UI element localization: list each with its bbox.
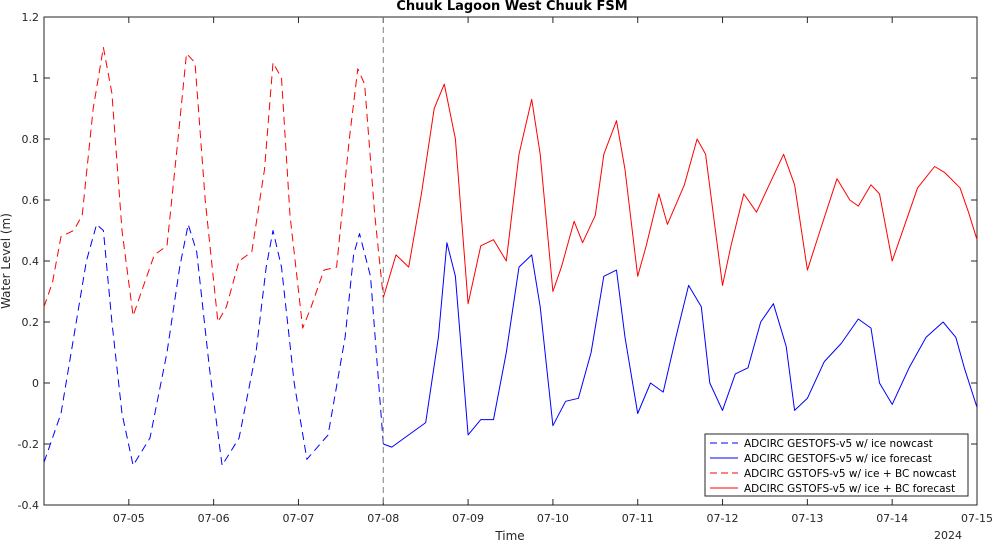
y-tick-label: -0.2 bbox=[18, 438, 39, 451]
legend-entry: ADCIRC GSTOFS-v5 w/ ice + BC nowcast bbox=[744, 468, 956, 480]
y-tick-label: 0.6 bbox=[22, 194, 40, 207]
y-axis: -0.4 -0.2 0 0.2 0.4 0.6 0.8 1 1.2 bbox=[18, 11, 977, 512]
plot-frame bbox=[43, 16, 978, 506]
x-tick-label: 07-11 bbox=[622, 512, 654, 525]
chart-title: Chuuk Lagoon West Chuuk FSM bbox=[396, 0, 627, 14]
y-tick-label: 1.2 bbox=[22, 11, 40, 24]
y-axis-label: Water Level (m) bbox=[0, 213, 13, 309]
legend-entry: ADCIRC GESTOFS-v5 w/ ice forecast bbox=[744, 453, 932, 465]
x-tick-label: 07-13 bbox=[791, 512, 823, 525]
y-tick-label: 1 bbox=[32, 72, 39, 85]
series-line-adcirc-gestofs-v5-w-ice-nowcast bbox=[43, 223, 384, 466]
x-tick-label: 07-12 bbox=[707, 512, 739, 525]
x-tick-label: 07-14 bbox=[876, 512, 908, 525]
legend-entry: ADCIRC GSTOFS-v5 w/ ice + BC forecast bbox=[744, 483, 955, 495]
legend-box bbox=[704, 433, 969, 497]
x-tick-label: 07-15 bbox=[961, 512, 992, 525]
y-tick-label: 0.8 bbox=[22, 133, 40, 146]
series-layer bbox=[43, 47, 978, 466]
x-tick-label: 07-06 bbox=[198, 512, 230, 525]
legend: ADCIRC GESTOFS-v5 w/ ice nowcast ADCIRC G… bbox=[704, 433, 969, 497]
year-label: 2024 bbox=[934, 529, 962, 541]
series-line-adcirc-gstofs-v5-w-ice-bc-forecast bbox=[382, 83, 978, 305]
x-tick-label: 07-08 bbox=[367, 512, 399, 525]
y-tick-label: 0 bbox=[32, 377, 39, 390]
y-tick-label: -0.4 bbox=[18, 499, 39, 512]
x-tick-label: 07-05 bbox=[113, 512, 145, 525]
x-tick-label: 07-09 bbox=[452, 512, 484, 525]
y-tick-label: 0.2 bbox=[22, 316, 40, 329]
x-axis-label: Time bbox=[494, 529, 524, 541]
y-tick-label: 0.4 bbox=[22, 255, 40, 268]
plot-area: 07-05 07-06 07-07 07-08 07-09 07-10 07-11 07-12… bbox=[18, 11, 992, 525]
series-line-adcirc-gestofs-v5-w-ice-forecast bbox=[383, 242, 978, 448]
x-axis: 07-05 07-06 07-07 07-08 07-09 07-10 07-11 07-12… bbox=[113, 17, 992, 525]
series-line-adcirc-gstofs-v5-w-ice-bc-nowcast bbox=[43, 47, 384, 329]
x-tick-label: 07-10 bbox=[537, 512, 569, 525]
x-tick-label: 07-07 bbox=[282, 512, 314, 525]
legend-entry: ADCIRC GESTOFS-v5 w/ ice nowcast bbox=[744, 438, 933, 450]
